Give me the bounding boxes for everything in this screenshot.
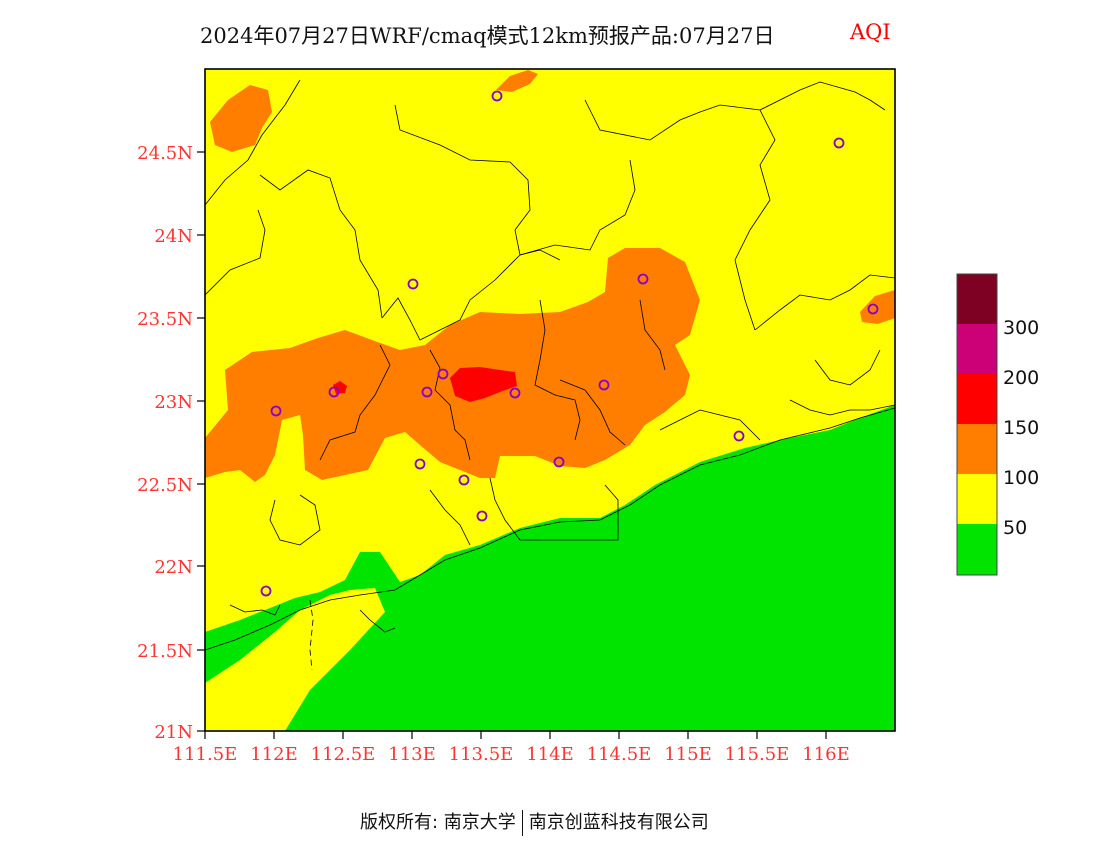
map-plot-area bbox=[205, 69, 895, 731]
lon-tick-label: 115.5E bbox=[725, 744, 790, 765]
station-marker bbox=[328, 386, 340, 398]
legend-label: 50 bbox=[1003, 517, 1027, 539]
station-marker bbox=[733, 430, 745, 442]
legend-label: 200 bbox=[1003, 367, 1039, 389]
lon-tick-label: 112E bbox=[250, 744, 298, 765]
legend-swatch-unhealthy bbox=[957, 374, 997, 424]
legend-swatch-good bbox=[957, 524, 997, 575]
title-bar: 2024年07月27日WRF/cmaq模式12km预报产品:07月27日 AQI bbox=[0, 20, 1100, 52]
legend-swatch-usg bbox=[957, 424, 997, 474]
station-marker bbox=[260, 585, 272, 597]
station-marker bbox=[867, 303, 879, 315]
station-marker bbox=[833, 137, 845, 149]
lon-tick-label: 116E bbox=[802, 744, 850, 765]
legend-label: 300 bbox=[1003, 317, 1039, 339]
lon-tick-label: 112.5E bbox=[311, 744, 376, 765]
unhealthy-region-west bbox=[333, 381, 347, 394]
lat-tick-label: 23.5N bbox=[137, 309, 193, 330]
footer-separator bbox=[521, 810, 523, 836]
lon-tick-label: 111.5E bbox=[173, 744, 238, 765]
usg-region-north bbox=[496, 70, 538, 92]
station-marker bbox=[476, 510, 488, 522]
good-region-sea bbox=[205, 405, 895, 731]
station-marker bbox=[553, 456, 565, 468]
usg-region-main bbox=[205, 248, 700, 482]
legend-swatch-hazardous bbox=[957, 274, 997, 324]
station-marker bbox=[437, 368, 449, 380]
lat-tick-label: 23N bbox=[154, 392, 193, 413]
usg-region-northwest bbox=[210, 85, 272, 152]
lat-tick-label: 22N bbox=[154, 557, 193, 578]
footer: 版权所有: 南京大学 南京创蓝科技有限公司 bbox=[360, 808, 709, 836]
lon-tick-label: 114.5E bbox=[587, 744, 652, 765]
unhealthy-region-center bbox=[450, 367, 517, 402]
station-marker bbox=[458, 474, 470, 486]
admin-boundaries bbox=[205, 79, 895, 671]
lat-tick-label: 24.5N bbox=[137, 143, 193, 164]
legend-label: 100 bbox=[1003, 467, 1039, 489]
lon-tick-label: 114E bbox=[526, 744, 574, 765]
monitoring-stations bbox=[260, 90, 879, 597]
legend-swatch-moderate bbox=[957, 474, 997, 524]
legend-label: 150 bbox=[1003, 417, 1039, 439]
copyright-text: 版权所有: 南京大学 bbox=[360, 812, 516, 833]
pollutant-label: AQI bbox=[850, 20, 891, 44]
station-marker bbox=[414, 458, 426, 470]
station-marker bbox=[509, 387, 521, 399]
lat-tick-label: 21N bbox=[154, 722, 193, 743]
coastline bbox=[205, 407, 895, 651]
station-marker bbox=[598, 379, 610, 391]
latitude-axis: 21N 21.5N 22N 22.5N 23N 23.5N 24N 24.5N bbox=[137, 143, 205, 743]
lon-tick-label: 115E bbox=[664, 744, 712, 765]
lon-tick-label: 113.5E bbox=[449, 744, 514, 765]
aqi-legend: 300 200 150 100 50 bbox=[956, 273, 1039, 576]
station-marker bbox=[421, 386, 433, 398]
station-marker bbox=[491, 90, 503, 102]
station-marker bbox=[407, 278, 419, 290]
company-text: 南京创蓝科技有限公司 bbox=[528, 812, 709, 833]
map-title: 2024年07月27日WRF/cmaq模式12km预报产品:07月27日 bbox=[200, 24, 775, 48]
longitude-axis: 111.5E 112E 112.5E 113E 113.5E 114E 114.… bbox=[173, 731, 850, 765]
legend-frame bbox=[956, 273, 998, 576]
station-marker bbox=[270, 405, 282, 417]
lat-tick-label: 21.5N bbox=[137, 641, 193, 662]
lat-tick-label: 24N bbox=[154, 226, 193, 247]
lon-tick-label: 113E bbox=[388, 744, 436, 765]
legend-swatch-very-unhealthy bbox=[957, 324, 997, 374]
lat-tick-label: 22.5N bbox=[137, 475, 193, 496]
station-marker bbox=[637, 273, 649, 285]
